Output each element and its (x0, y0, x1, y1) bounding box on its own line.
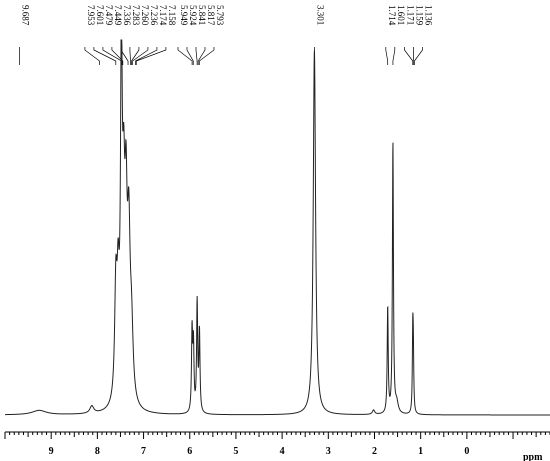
peak-leader-line (197, 47, 206, 65)
peak-leader-line (414, 47, 423, 65)
peak-leader-line (135, 47, 167, 65)
peak-leader-line (131, 47, 140, 65)
peak-label: 7.449 (113, 5, 123, 26)
peak-label: 7.158 (167, 5, 177, 26)
peak-label: 7.601 (95, 5, 105, 25)
peak-leader-line (132, 47, 149, 65)
peak-leader-line (392, 47, 396, 65)
peak-label: 7.260 (140, 5, 150, 26)
peak-label: 7.236 (149, 5, 159, 26)
x-tick-label: 9 (49, 446, 54, 457)
x-tick-label: 6 (187, 446, 192, 457)
peak-label: 1.601 (396, 5, 406, 25)
peak-label: 3.301 (315, 5, 325, 25)
peak-label: 5.817 (206, 5, 216, 26)
peak-label: 5.949 (179, 5, 189, 26)
peak-leader-line (404, 47, 414, 65)
x-tick-label: 4 (280, 446, 285, 457)
peak-label: 7.283 (131, 5, 141, 26)
peak-leader-line (177, 47, 193, 65)
peak-label: 5.924 (188, 5, 198, 26)
x-tick-label: 5 (233, 446, 238, 457)
peak-label: 5.793 (215, 5, 225, 26)
peak-leader-line (129, 47, 131, 65)
peak-label: 7.479 (104, 5, 114, 26)
x-tick-label: 0 (464, 446, 469, 457)
peak-label: 7.336 (122, 5, 132, 26)
peak-leader-line (93, 47, 117, 65)
peak-leader-line (102, 47, 122, 65)
peak-leader-line (84, 47, 100, 65)
peak-label: 1.136 (424, 5, 434, 26)
peak-label-layer: 9.687 7.953 7.601 7.479 7.449 7.336 7.283 7.260… (19, 5, 434, 65)
peak-label: 7.953 (86, 5, 96, 26)
x-axis: 9 8 7 6 5 4 3 2 1 0 (4, 431, 550, 457)
peak-leader-line (135, 47, 158, 65)
spectrum-trace (4, 39, 550, 416)
peak-label: 1.171 (406, 5, 416, 25)
x-tick-label: 3 (326, 446, 331, 457)
x-tick-label: 2 (372, 446, 377, 457)
x-tick-label: 8 (95, 446, 100, 457)
x-tick-label: 7 (141, 446, 146, 457)
peak-label: 7.174 (158, 5, 168, 26)
peak-leader-line (111, 47, 124, 65)
peak-leader-line (186, 47, 194, 65)
peak-label: 9.687 (20, 5, 30, 26)
peak-label: 5.841 (197, 5, 207, 25)
peak-label: 1.714 (387, 5, 397, 26)
peak-leader-line (195, 47, 198, 65)
spectrum-layer (4, 39, 550, 416)
peak-leader-line (198, 47, 215, 65)
x-tick-label: 1 (418, 446, 423, 457)
peak-leader-line (385, 47, 389, 65)
peak-label: 1.159 (415, 5, 425, 26)
x-axis-unit-label: ppm (523, 452, 543, 461)
